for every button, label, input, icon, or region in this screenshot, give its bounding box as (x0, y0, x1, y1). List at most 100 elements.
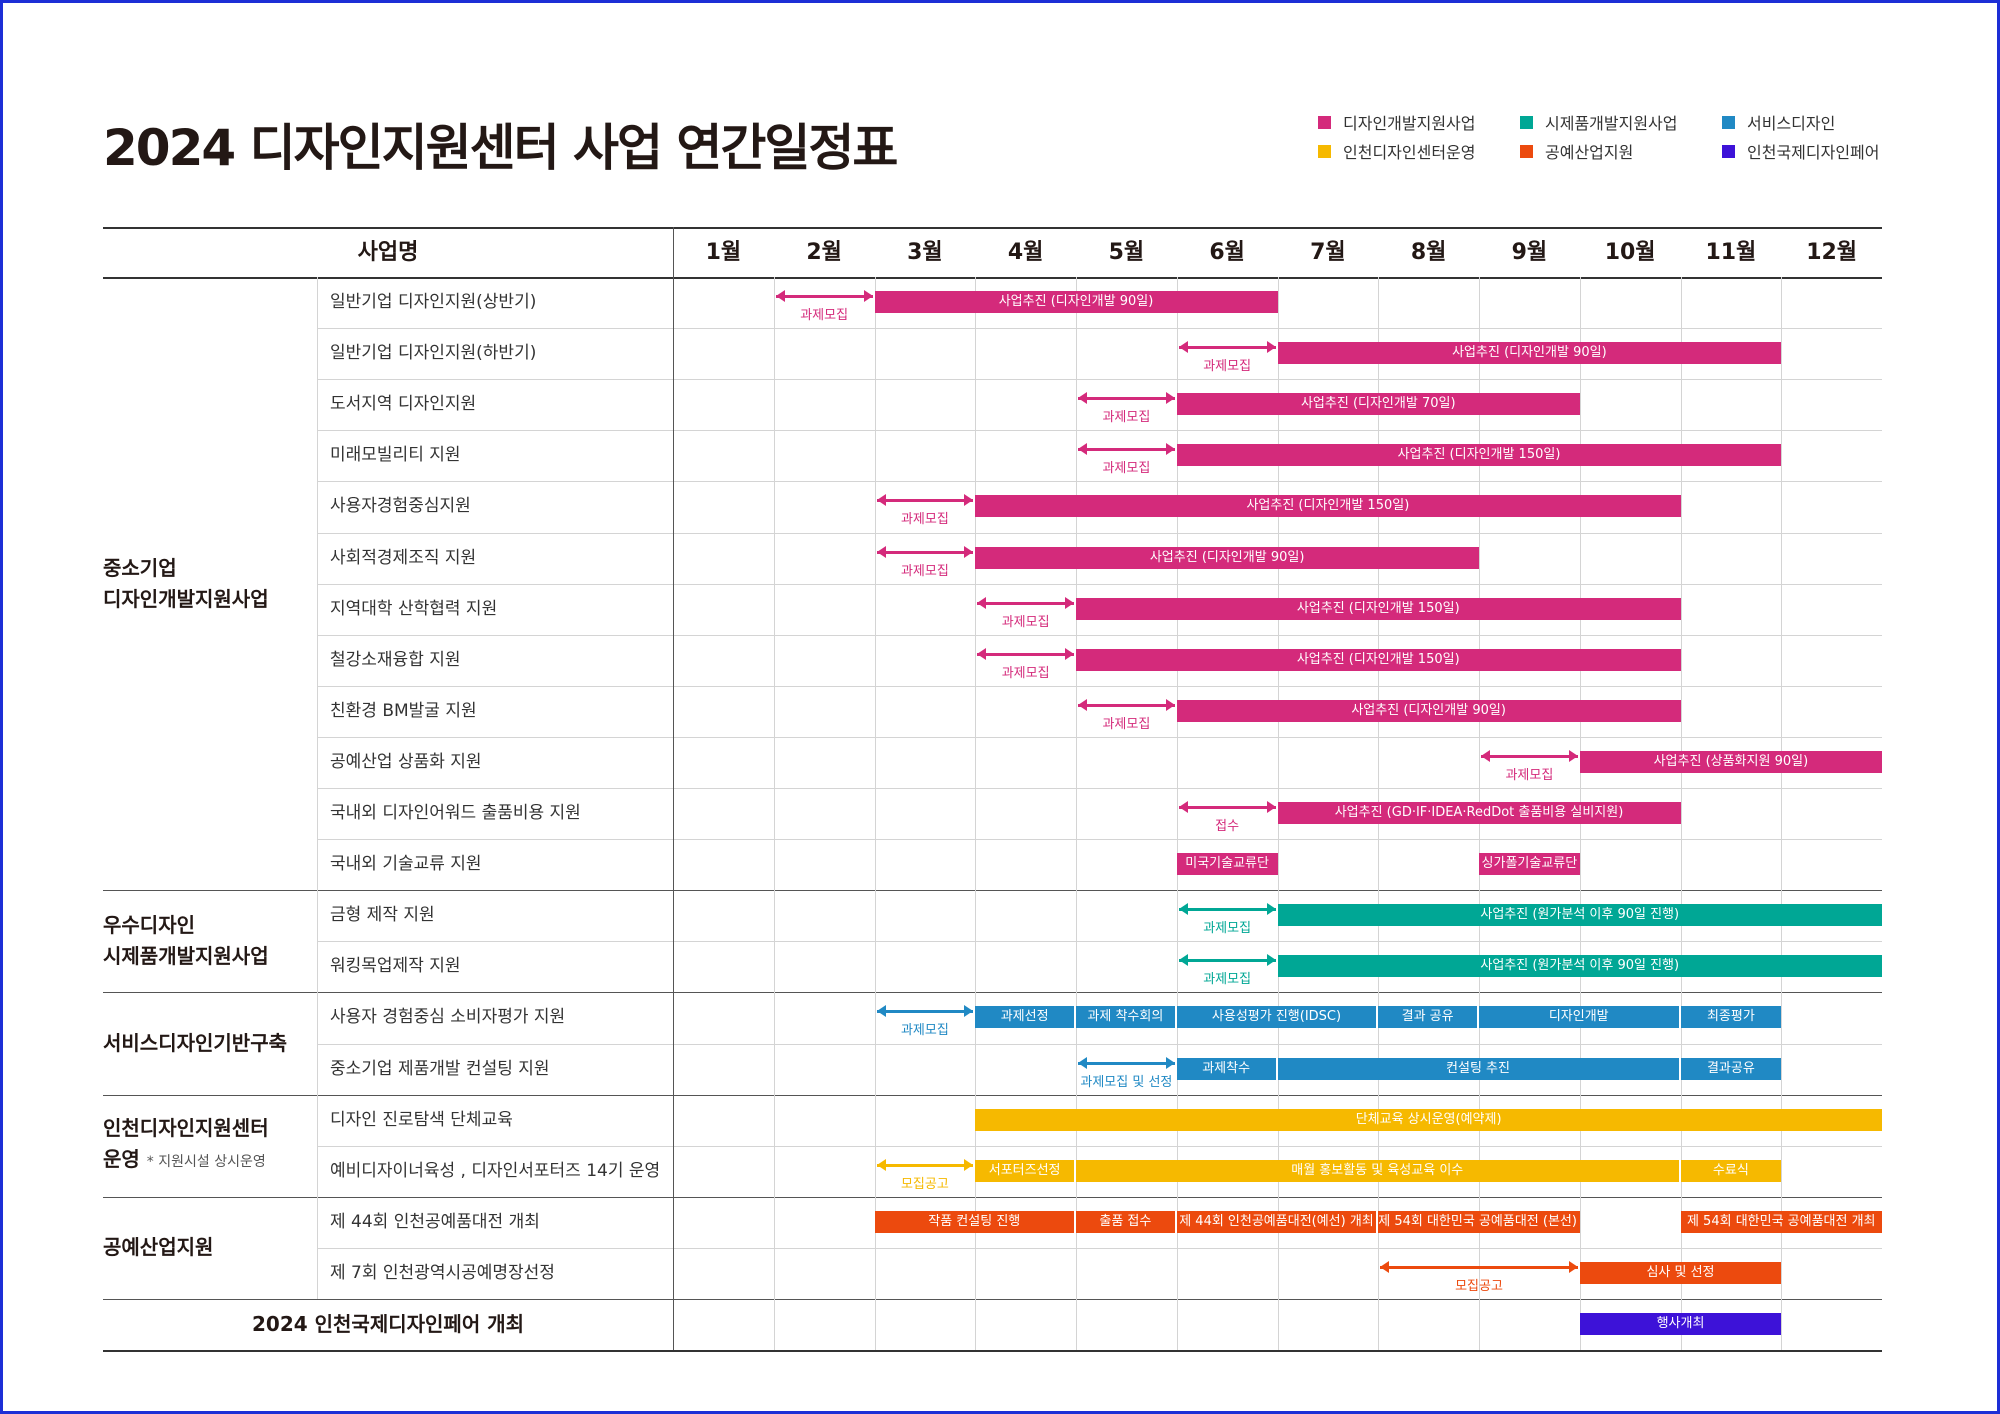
arrow-label: 과제모집 (1102, 461, 1151, 477)
month-header: 10월 (1604, 240, 1656, 265)
arrow-head-right (964, 1158, 974, 1171)
arrow-line (1078, 703, 1175, 707)
arrow-head-left (1178, 801, 1188, 813)
business-name: 금형 제작 지원 (330, 905, 435, 926)
business-name: 친환경 BM발굴 지원 (330, 700, 477, 721)
arrow-label: 접수 (1215, 819, 1240, 834)
row-divider (317, 634, 1882, 636)
row-divider (317, 1043, 1882, 1045)
period-arrow (1178, 953, 1276, 967)
schedule-bar: 디자인개발 (1479, 1006, 1681, 1029)
schedule-bar: 사업추진 (디자인개발 90일) (975, 546, 1479, 569)
arrow-head-left (1178, 903, 1188, 916)
business-name: 사용자 경험중심 소비자평가 지원 (330, 1007, 566, 1028)
schedule-bar: 출품 접수 (1076, 1210, 1177, 1233)
arrow-label: 과제모집 (1505, 767, 1554, 783)
schedule-bar: 사업추진 (디자인개발 90일) (874, 291, 1278, 313)
month-header: 7월 (1310, 240, 1346, 265)
row-divider (317, 1247, 1882, 1249)
row-divider (317, 1145, 1882, 1147)
category-label: 공예산업지원 (103, 1197, 313, 1299)
arrow-label: 과제모집 (800, 308, 849, 323)
category-divider (103, 1094, 1882, 1096)
schedule-bar: 과제 착수회의 (1076, 1006, 1177, 1029)
period-arrow (1481, 749, 1578, 763)
arrow-head-left (977, 647, 987, 660)
business-name: 예비디자이너육성 , 디자인서포터즈 14기 운영 (330, 1160, 661, 1181)
schedule-bar: 매월 홍보활동 및 육성교육 이수 (1076, 1159, 1681, 1182)
schedule-bar: 과제착수 (1176, 1057, 1278, 1080)
schedule-bar: 사업추진 (원가분석 이후 90일 진행) (1277, 955, 1882, 978)
arrow-head-left (1178, 954, 1188, 967)
row-divider (317, 328, 1882, 330)
arrow-head-right (964, 494, 974, 507)
schedule-bar: 제 54회 대한민국 공예품대전 개최 (1680, 1210, 1882, 1233)
header-bottom-rule (103, 277, 1882, 279)
category-line: 디자인개발지원사업 (103, 586, 269, 611)
page-title: 2024 디자인지원센터 사업 연간일정표 (103, 119, 898, 177)
category-label: 서비스디자인기반구축 (103, 992, 313, 1094)
schedule-bar: 사업추진 (원가분석 이후 90일 진행) (1277, 904, 1882, 927)
arrow-line (977, 601, 1074, 605)
business-name: 중소기업 제품개발 컨설팅 지원 (330, 1058, 550, 1079)
schedule-bar: 결과공유 (1680, 1057, 1782, 1080)
legend-item: 인천디자인센터운영 (1318, 137, 1475, 165)
business-name: 국내외 디자인어워드 출품비용 지원 (330, 803, 581, 823)
arrow-head-right (1568, 1260, 1578, 1273)
schedule-bar: 제 54회 대한민국 공예품대전 (본선) 접수 (1378, 1210, 1580, 1233)
period-arrow (876, 1004, 974, 1018)
arrow-line (876, 1163, 974, 1167)
arrow-head-right (1165, 698, 1175, 711)
period-arrow (1178, 340, 1276, 354)
arrow-label: 모집공고 (1455, 1278, 1503, 1294)
legend-swatch (1520, 144, 1533, 158)
business-name: 사회적경제조직 지원 (330, 547, 477, 568)
arrow-line (1380, 1265, 1578, 1269)
arrow-line (775, 295, 873, 298)
business-name: 국내외 기술교류 지원 (330, 854, 482, 875)
business-name: 제 44회 인천공예품대전 개최 (330, 1211, 540, 1232)
period-arrow (1078, 391, 1175, 405)
arrow-head-right (1065, 596, 1074, 609)
schedule-bar: 최종평가 (1680, 1006, 1782, 1029)
arrow-line (977, 652, 1074, 656)
name-column-divider (673, 227, 674, 1351)
category-divider (103, 1299, 1882, 1300)
schedule-bar: 수료식 (1680, 1159, 1782, 1182)
month-gridline (1781, 277, 1783, 1351)
month-header: 2월 (806, 240, 842, 265)
row-divider (317, 532, 1882, 534)
month-header: 5월 (1108, 240, 1145, 265)
arrow-head-left (977, 596, 987, 609)
schedule-bar: 사업추진 (디자인개발 150일) (1076, 597, 1681, 620)
legend-swatch (1318, 115, 1331, 129)
table-bottom-rule (103, 1350, 1882, 1353)
arrow-head-left (876, 494, 886, 507)
arrow-head-left (775, 290, 785, 302)
arrow-label: 과제모집 (1001, 614, 1050, 630)
schedule-bar: 사업추진 (디자인개발 90일) (1176, 699, 1681, 722)
row-divider (317, 583, 1882, 585)
business-name: 일반기업 디자인지원(상반기) (330, 292, 537, 312)
legend-item: 디자인개발지원사업 (1318, 108, 1475, 136)
month-gridline (1176, 277, 1178, 1351)
arrow-line (876, 499, 974, 503)
arrow-line (876, 550, 974, 554)
row-divider (317, 430, 1882, 432)
arrow-head-right (964, 1005, 974, 1018)
legend-item: 서비스디자인 (1722, 108, 1835, 136)
header-business-name: 사업명 (357, 240, 419, 265)
arrow-head-right (863, 290, 873, 302)
period-arrow (876, 493, 974, 507)
legend-label: 인천국제디자인페어 (1747, 143, 1880, 162)
month-header: 8월 (1410, 240, 1447, 265)
arrow-head-left (1178, 341, 1188, 354)
business-name: 지역대학 산학협력 지원 (330, 598, 498, 619)
arrow-label: 과제모집 (1203, 359, 1252, 375)
category-line: 우수디자인 (103, 913, 195, 938)
row-divider (317, 685, 1882, 687)
row-divider (317, 736, 1882, 738)
legend-swatch (1520, 115, 1533, 129)
schedule-bar: 미국기술교류단 (1176, 853, 1278, 876)
